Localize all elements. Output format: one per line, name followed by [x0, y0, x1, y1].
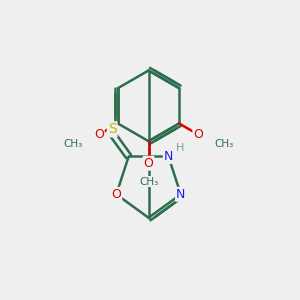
Text: H: H — [176, 142, 184, 153]
Text: O: O — [193, 128, 203, 141]
Text: O: O — [144, 157, 154, 170]
Text: O: O — [94, 128, 104, 141]
Text: S: S — [108, 122, 117, 136]
Text: O: O — [111, 188, 121, 201]
Text: N: N — [176, 188, 185, 201]
Text: CH₃: CH₃ — [214, 139, 233, 149]
Text: CH₃: CH₃ — [64, 139, 83, 149]
Text: CH₃: CH₃ — [139, 176, 158, 187]
Text: N: N — [164, 150, 173, 163]
